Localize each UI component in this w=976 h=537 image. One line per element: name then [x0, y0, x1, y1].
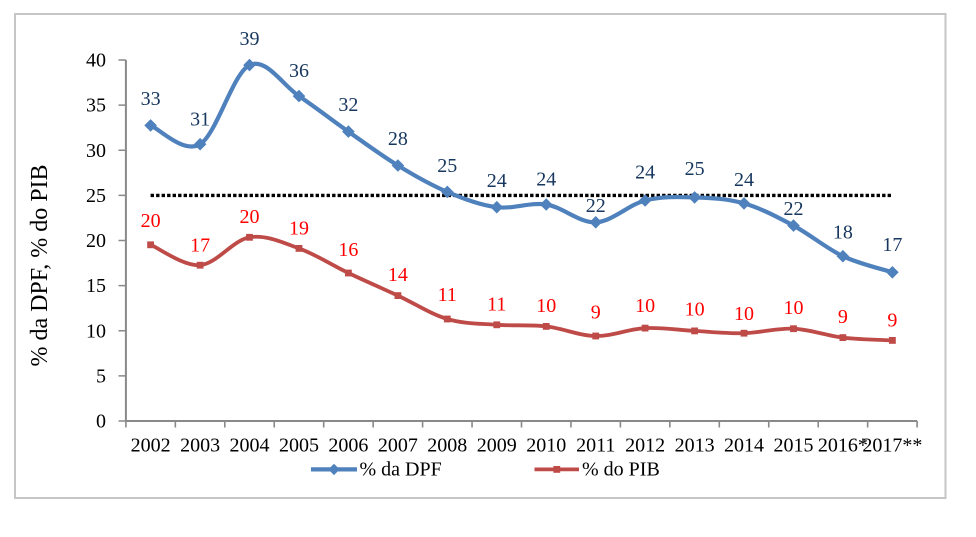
svg-text:25: 25	[685, 158, 705, 180]
svg-text:10: 10	[635, 295, 655, 317]
svg-text:28: 28	[388, 128, 408, 150]
svg-text:11: 11	[438, 284, 457, 306]
svg-text:2014: 2014	[724, 434, 764, 456]
svg-text:10: 10	[536, 295, 556, 317]
svg-text:11: 11	[487, 293, 506, 315]
svg-text:10: 10	[784, 297, 804, 319]
svg-text:14: 14	[388, 264, 408, 286]
svg-text:24: 24	[635, 162, 655, 184]
svg-text:22: 22	[784, 198, 804, 220]
svg-text:31: 31	[190, 108, 210, 130]
svg-text:25: 25	[437, 155, 457, 177]
svg-text:2009: 2009	[477, 434, 517, 456]
svg-text:0: 0	[96, 411, 106, 433]
svg-text:5: 5	[96, 365, 106, 387]
svg-text:39: 39	[240, 28, 260, 50]
svg-text:2010: 2010	[526, 434, 566, 456]
svg-text:32: 32	[338, 94, 358, 116]
svg-text:40: 40	[86, 50, 106, 72]
svg-text:% da DPF, % do PIB: % da DPF, % do PIB	[27, 164, 53, 366]
svg-text:9: 9	[887, 309, 897, 331]
svg-text:24: 24	[487, 170, 507, 192]
svg-text:25: 25	[86, 185, 106, 207]
svg-text:19: 19	[289, 217, 309, 239]
svg-text:20: 20	[240, 206, 260, 228]
svg-text:2011: 2011	[576, 434, 615, 456]
svg-text:33: 33	[141, 88, 161, 110]
svg-text:20: 20	[141, 210, 161, 232]
svg-text:10: 10	[685, 298, 705, 320]
svg-text:35: 35	[86, 95, 106, 117]
svg-text:24: 24	[734, 169, 754, 191]
svg-text:2003: 2003	[180, 434, 220, 456]
svg-text:2012: 2012	[625, 434, 665, 456]
svg-text:17: 17	[190, 235, 210, 257]
svg-text:2015: 2015	[774, 434, 814, 456]
svg-text:9: 9	[838, 306, 848, 328]
svg-text:2005: 2005	[279, 434, 319, 456]
svg-text:% da DPF: % da DPF	[360, 459, 442, 481]
svg-text:30: 30	[86, 140, 106, 162]
svg-text:2008: 2008	[427, 434, 467, 456]
svg-text:10: 10	[734, 303, 754, 325]
svg-text:18: 18	[833, 222, 853, 244]
svg-text:2006: 2006	[328, 434, 368, 456]
svg-text:2002: 2002	[131, 434, 171, 456]
svg-text:20: 20	[86, 230, 106, 252]
svg-text:36: 36	[289, 60, 309, 82]
svg-text:16: 16	[338, 239, 358, 261]
svg-text:2016*: 2016*	[818, 434, 868, 456]
svg-text:% do PIB: % do PIB	[582, 459, 660, 481]
svg-text:15: 15	[86, 275, 106, 297]
svg-text:2013: 2013	[675, 434, 715, 456]
svg-text:2007: 2007	[378, 434, 418, 456]
svg-text:2004: 2004	[230, 434, 270, 456]
svg-text:24: 24	[536, 169, 556, 191]
svg-text:17: 17	[882, 234, 902, 256]
svg-text:22: 22	[586, 195, 606, 217]
svg-text:10: 10	[86, 320, 106, 342]
svg-text:2017**: 2017**	[862, 434, 922, 456]
svg-text:9: 9	[591, 302, 601, 324]
